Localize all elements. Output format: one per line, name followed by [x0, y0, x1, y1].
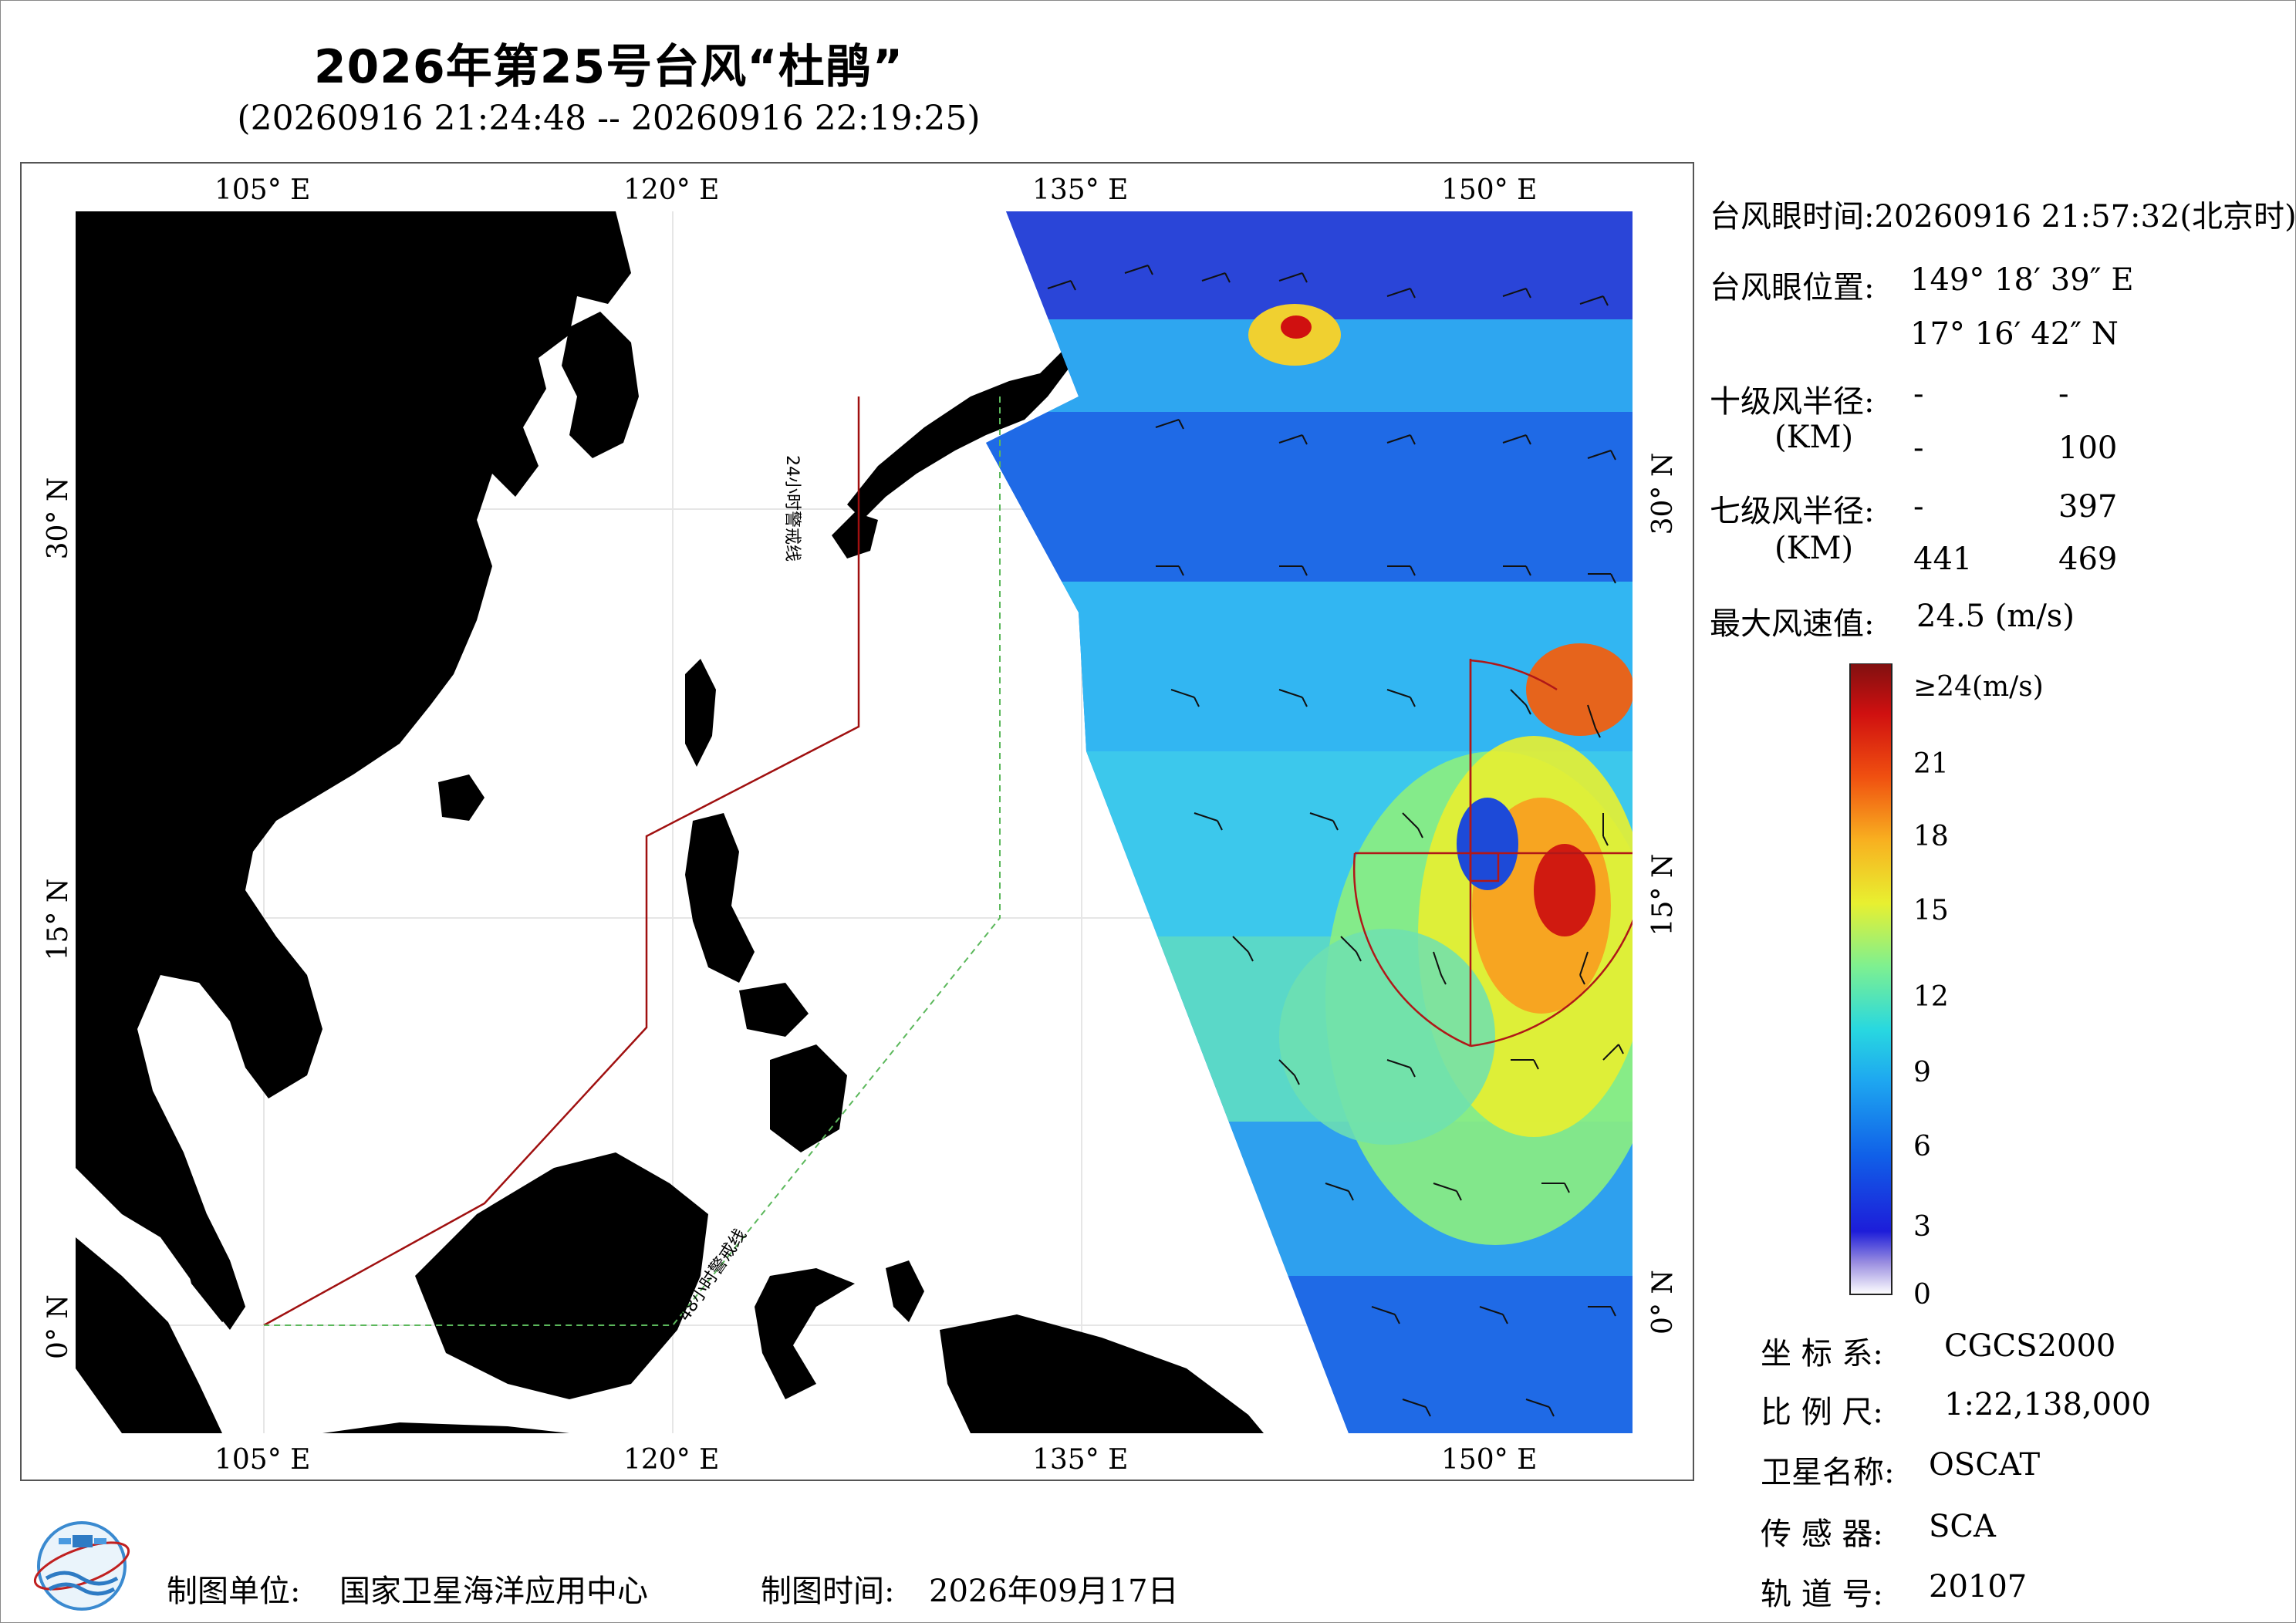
crs-label: 坐 标 系:: [1761, 1336, 1883, 1372]
lon-tick-bottom-120: 120° E: [623, 1444, 720, 1476]
r10-quadrant-outline: [1469, 852, 1500, 882]
warning-line-24h: [263, 396, 860, 1327]
colorbar-tick-21: 21: [1913, 748, 1949, 780]
r10-value-sw: -: [1913, 430, 1924, 466]
land-luzon: [685, 813, 755, 983]
lat-tick-right-30: 30° N: [1647, 452, 1679, 535]
colorbar-top-label: ≥24(m/s): [1913, 671, 2044, 703]
scale-label: 比 例 尺:: [1761, 1395, 1883, 1430]
lon-tick-top-120: 120° E: [623, 174, 720, 206]
lon-tick-bottom-135: 135° E: [1032, 1444, 1129, 1476]
r10-unit: (KM): [1774, 420, 1854, 455]
land-asia-mainland: [76, 211, 631, 1330]
lat-tick-left-30: 30° N: [42, 477, 74, 560]
eye-time: 台风眼时间:20260916 21:57:32(北京时): [1710, 199, 2296, 235]
r7-value-nw: 469: [2058, 542, 2118, 577]
r10-value-nw: 100: [2058, 430, 2118, 466]
colorbar-tick-6: 6: [1913, 1131, 1931, 1162]
r7-unit: (KM): [1774, 531, 1854, 566]
r7-label: 七级风半径:: [1710, 494, 1875, 529]
lon-tick-bottom-150: 150° E: [1441, 1444, 1538, 1476]
orbit-value: 20107: [1929, 1569, 2028, 1604]
r7-quadrant-outline: [1352, 852, 1471, 1048]
sensor-value: SCA: [1929, 1509, 1996, 1544]
date-label: 制图时间:: [761, 1574, 895, 1609]
lat-tick-left-0: 0° N: [42, 1294, 74, 1359]
colorbar-ramp: [1849, 663, 1893, 1295]
satellite-label: 卫星名称:: [1761, 1455, 1895, 1490]
land-sumatra: [76, 1237, 222, 1433]
date-value: 2026年09月17日: [929, 1574, 1179, 1609]
wind-field-map: [76, 211, 1633, 1433]
r7-value-sw: 441: [1913, 542, 1973, 577]
map-title: 2026年第25号台风“杜鹃”: [313, 40, 904, 94]
land-japan-kyushu: [832, 512, 878, 558]
land-mindanao: [770, 1044, 847, 1152]
land-hainan: [438, 774, 485, 821]
land-japan-honshu: [847, 327, 1079, 520]
max-wind-label: 最大风速值:: [1710, 606, 1875, 642]
sensor-label: 传 感 器:: [1761, 1517, 1883, 1552]
r7-value-ne: -: [1913, 489, 1924, 525]
map-frame: [20, 162, 1694, 1481]
r10-value-ne: -: [1913, 376, 1924, 412]
colorbar-tick-18: 18: [1913, 821, 1949, 852]
land-taiwan: [685, 659, 716, 767]
colorbar-tick-12: 12: [1913, 981, 1949, 1013]
nsoas-logo-icon: [33, 1521, 130, 1611]
colorbar-tick-9: 9: [1913, 1057, 1931, 1088]
producer-value: 国家卫星海洋应用中心: [339, 1574, 648, 1609]
land-visayas: [739, 983, 809, 1037]
lon-tick-top-105: 105° E: [214, 174, 311, 206]
orbit-label: 轨 道 号:: [1761, 1577, 1883, 1612]
lat-tick-right-0: 0° N: [1647, 1270, 1679, 1335]
warning-line-48h: [264, 396, 1001, 1326]
r10-label: 十级风半径:: [1710, 384, 1875, 420]
r10-value-se: -: [2058, 376, 2069, 412]
crs-value: CGCS2000: [1944, 1328, 2116, 1364]
r7-value-se: 397: [2058, 489, 2118, 525]
land-new-guinea: [940, 1314, 1264, 1433]
lon-tick-bottom-105: 105° E: [214, 1444, 311, 1476]
wind-radii-overlay: [1352, 659, 1633, 1048]
land-borneo: [415, 1152, 708, 1399]
colorbar-tick-0: 0: [1913, 1279, 1931, 1311]
land-java: [322, 1422, 569, 1433]
land-malay-peninsula: [176, 1214, 245, 1322]
satellite-value: OSCAT: [1929, 1447, 2041, 1483]
map-subtitle: (20260916 21:24:48 -- 20260916 22:19:25): [237, 99, 981, 138]
wind-barbs: [1047, 265, 1624, 1417]
colorbar-tick-15: 15: [1913, 895, 1949, 926]
producer-label: 制图单位:: [167, 1574, 301, 1609]
land-korea: [562, 312, 639, 458]
eye-longitude: 149° 18′ 39″ E: [1910, 262, 2134, 298]
lat-tick-left-15: 15° N: [42, 878, 74, 961]
lat-tick-right-15: 15° N: [1647, 853, 1679, 936]
lon-tick-top-150: 150° E: [1441, 174, 1538, 206]
max-wind-value: 24.5 (m/s): [1916, 599, 2075, 634]
scale-value: 1:22,138,000: [1944, 1387, 2151, 1422]
lon-tick-top-135: 135° E: [1032, 174, 1129, 206]
warning-24h-label: 24小时警戒线: [782, 455, 802, 562]
land-sulawesi: [755, 1268, 855, 1399]
eye-latitude: 17° 16′ 42″ N: [1910, 316, 2119, 352]
eye-position-label: 台风眼位置:: [1710, 270, 1875, 305]
colorbar: [1849, 663, 1893, 1295]
colorbar-tick-3: 3: [1913, 1211, 1931, 1243]
land-halmahera: [886, 1260, 924, 1322]
